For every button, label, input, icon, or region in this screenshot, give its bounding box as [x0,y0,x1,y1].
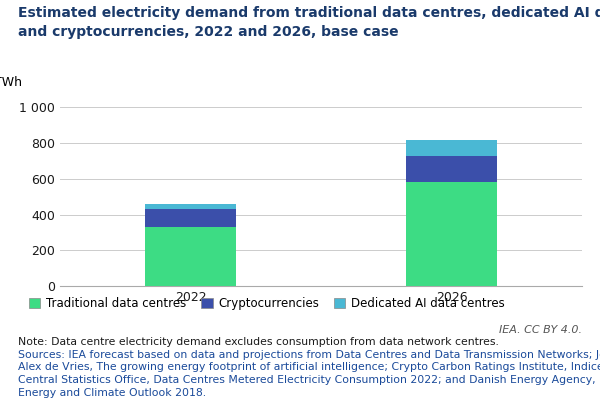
Bar [145,227,236,286]
Bar [406,156,497,182]
Legend: Traditional data centres, Cryptocurrencies, Dedicated AI data centres: Traditional data centres, Cryptocurrenci… [24,293,509,315]
Text: Sources: IEA forecast based on data and projections from Data Centres and Data T: Sources: IEA forecast based on data and … [18,350,600,398]
Bar [145,204,236,209]
Y-axis label: TWh: TWh [0,76,22,89]
Text: Note: Data centre electricity demand excludes consumption from data network cent: Note: Data centre electricity demand exc… [18,337,499,347]
Bar [406,182,497,286]
Bar [145,209,236,227]
Text: IEA. CC BY 4.0.: IEA. CC BY 4.0. [499,325,582,335]
Text: Estimated electricity demand from traditional data centres, dedicated AI data ce: Estimated electricity demand from tradit… [18,6,600,38]
Bar [406,140,497,156]
